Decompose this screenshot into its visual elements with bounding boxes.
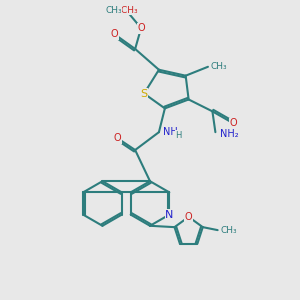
Text: OCH₃: OCH₃ bbox=[114, 6, 138, 15]
Text: CH₃: CH₃ bbox=[105, 6, 122, 15]
Text: O: O bbox=[113, 133, 121, 143]
Text: S: S bbox=[140, 88, 148, 98]
Text: O: O bbox=[185, 212, 193, 222]
Text: CH₃: CH₃ bbox=[211, 62, 228, 71]
Text: NH: NH bbox=[164, 127, 178, 137]
Text: CH₃: CH₃ bbox=[220, 226, 237, 235]
Text: NH₂: NH₂ bbox=[220, 129, 239, 139]
Text: O: O bbox=[230, 118, 237, 128]
Text: H: H bbox=[175, 130, 181, 140]
Text: O: O bbox=[137, 23, 145, 33]
Text: N: N bbox=[165, 210, 173, 220]
Text: O: O bbox=[110, 29, 118, 39]
